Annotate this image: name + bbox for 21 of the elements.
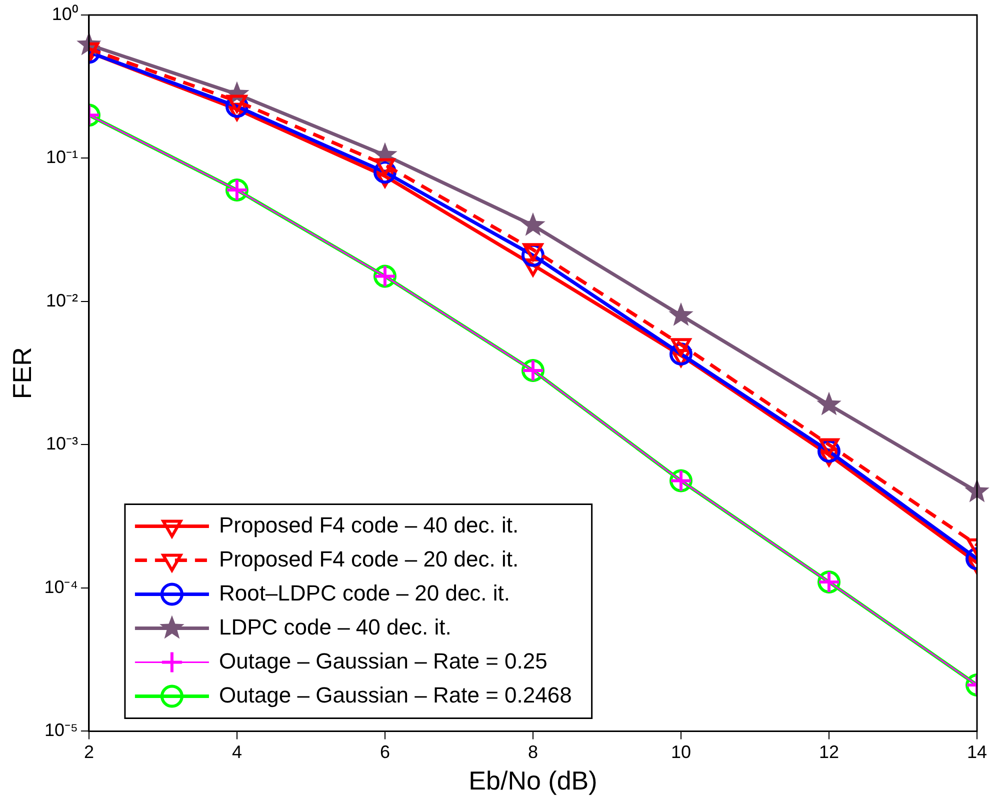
legend-label: Outage – Gaussian – Rate = 0.2468 — [218, 682, 572, 708]
x-tick-label: 2 — [84, 742, 94, 762]
y-tick-label: 10⁰ — [52, 4, 78, 24]
legend-label: LDPC code – 40 dec. it. — [218, 614, 452, 640]
legend-label: Root–LDPC code – 20 dec. it. — [218, 580, 510, 606]
x-tick-label: 4 — [232, 742, 242, 762]
x-tick-label: 6 — [380, 742, 390, 762]
y-tick-label: 10⁻⁴ — [44, 576, 78, 597]
y-tick-label: 10⁻² — [46, 290, 78, 310]
legend-label: Proposed F4 code – 20 dec. it. — [218, 546, 519, 572]
x-tick-label: 12 — [818, 742, 840, 762]
legend-label: Proposed F4 code – 40 dec. it. — [218, 512, 519, 538]
y-tick-label: 10⁻⁵ — [44, 720, 78, 740]
x-axis-title: Eb/No (dB) — [468, 766, 598, 796]
x-tick-label: 8 — [528, 742, 538, 762]
legend-label: Outage – Gaussian – Rate = 0.25 — [218, 648, 548, 674]
x-tick-label: 10 — [670, 742, 691, 762]
y-axis-title: FER — [6, 347, 37, 400]
y-tick-label: 10⁻³ — [46, 434, 78, 454]
y-tick-label: 10⁻¹ — [46, 147, 78, 168]
x-tick-label: 14 — [966, 742, 988, 762]
